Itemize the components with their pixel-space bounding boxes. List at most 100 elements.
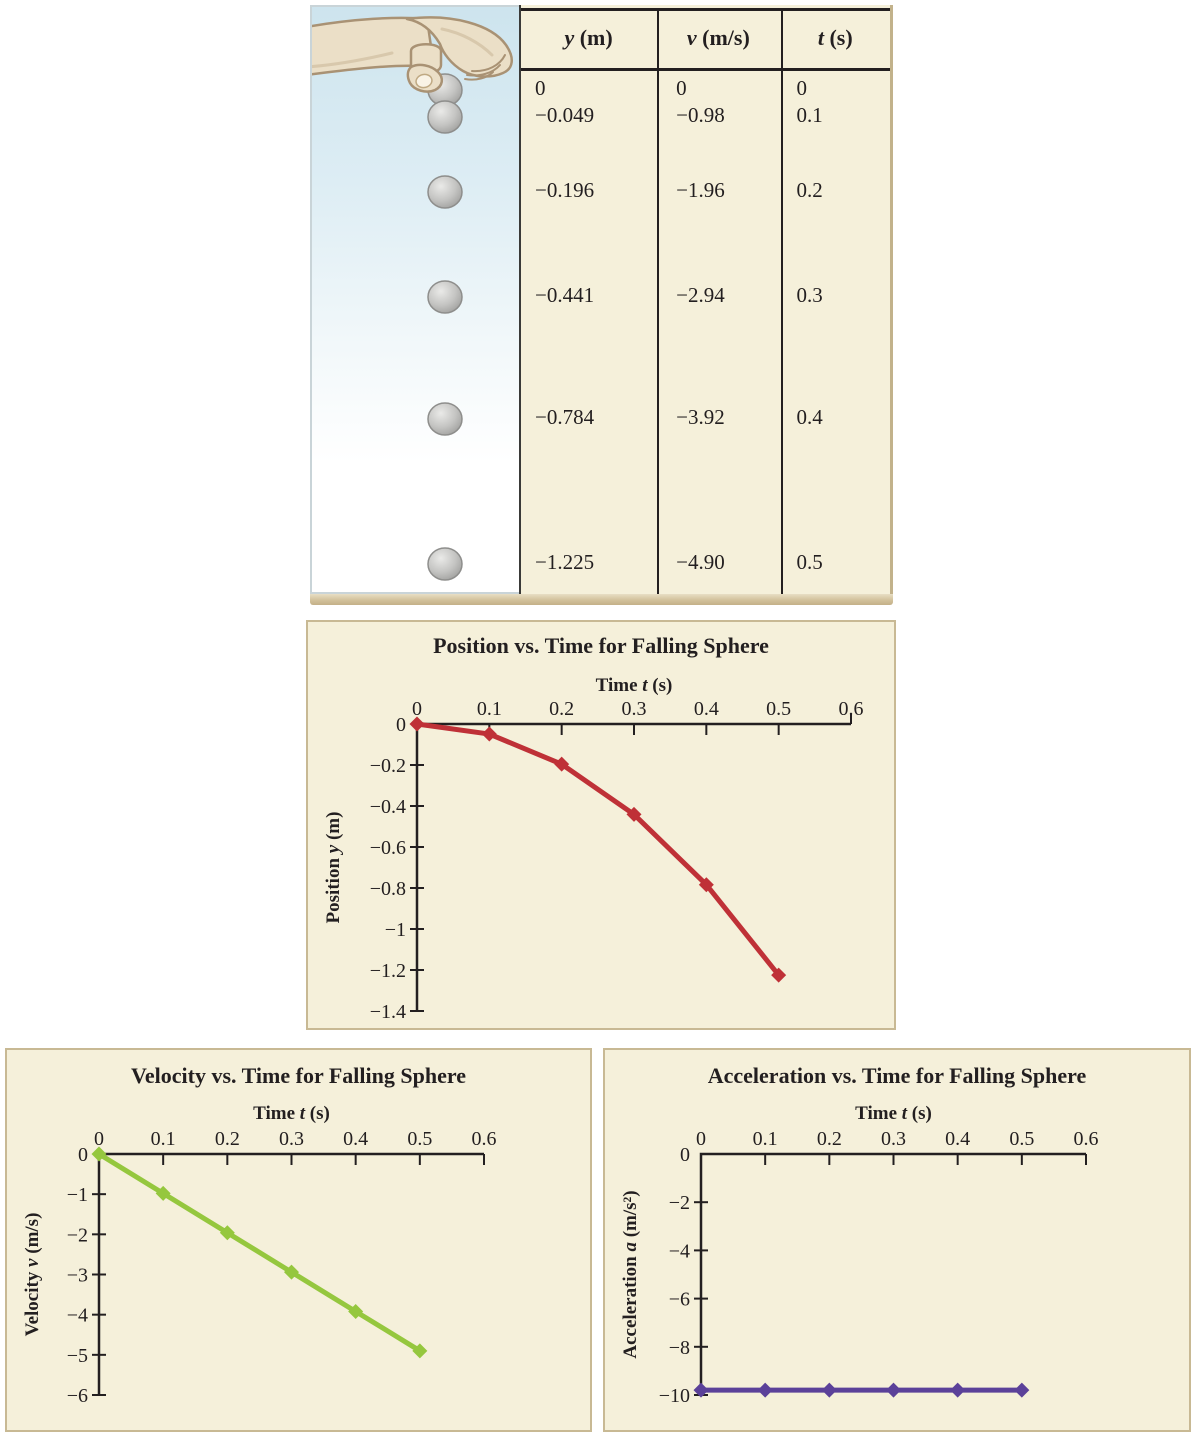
axes — [699, 1152, 1086, 1395]
x-tick-label: 0 — [696, 1128, 706, 1150]
header-symbol-t: t — [817, 25, 824, 50]
acceleration-chart-panel: Acceleration vs. Time for Falling Sphere… — [603, 1048, 1191, 1432]
falling-sphere — [427, 402, 463, 436]
data-point-marker — [409, 716, 425, 732]
table-row: −0.441 −2.94 0.3 — [521, 281, 890, 309]
top-block: y (m) v (m/s) t (s) 0 0 0 −0.049 −0.98 0.1 −0.… — [310, 5, 893, 594]
acceleration-vs-time-chart: Acceleration vs. Time for Falling Sphere… — [620, 1063, 1099, 1407]
y-tick-label: −0.6 — [370, 837, 406, 859]
table-header-y: y (m) — [521, 25, 656, 51]
x-tick-label: 0.1 — [151, 1128, 176, 1150]
falling-sphere — [427, 100, 463, 134]
hand-back — [405, 16, 513, 78]
header-unit-v: (m/s) — [702, 25, 750, 50]
y-tick-label: −0.8 — [370, 878, 406, 900]
data-point-marker — [284, 1264, 299, 1280]
table-row: −0.784 −3.92 0.4 — [521, 403, 890, 431]
x-tick-label: 0 — [412, 698, 422, 720]
table-cell: 0 — [796, 76, 807, 100]
table-cell: −3.92 — [676, 405, 725, 429]
table-cell: −1.225 — [535, 550, 595, 574]
table-divider-2 — [781, 8, 783, 594]
data-point-marker — [757, 1382, 773, 1398]
header-unit-y: (m) — [579, 25, 613, 50]
x-tick-label: 0.2 — [817, 1128, 842, 1150]
top-block-shadow — [310, 594, 893, 605]
y-axis-label: Velocity v (m/s) — [22, 1213, 43, 1337]
velocity-vs-time-chart: Velocity vs. Time for Falling Sphere Time… — [22, 1063, 497, 1407]
y-tick-label: 0 — [396, 714, 406, 736]
data-series-line — [414, 721, 782, 978]
y-tick-label: −1 — [67, 1184, 88, 1206]
data-point-marker — [348, 1303, 364, 1319]
x-tick-label: 0.3 — [881, 1128, 906, 1150]
x-tick-label: 0.1 — [753, 1128, 778, 1150]
data-point-marker — [412, 1343, 428, 1359]
y-axis-label: Position y (m) — [323, 812, 344, 924]
data-point-marker — [626, 806, 642, 822]
table-cell: −0.441 — [535, 283, 595, 307]
table-cell: 0.5 — [796, 550, 823, 574]
curled-finger-lines — [464, 54, 506, 81]
data-table: y (m) v (m/s) t (s) 0 0 0 −0.049 −0.98 0.1 −0.… — [519, 5, 893, 594]
y-tick-label: −10 — [659, 1385, 690, 1407]
data-point-marker — [155, 1185, 171, 1201]
data-point-marker — [481, 726, 497, 742]
position-chart-panel: Position vs. Time for Falling Sphere Time… — [306, 620, 896, 1030]
falling-sphere — [427, 280, 463, 314]
hand-foreground — [406, 43, 444, 93]
y-tick-label: −6 — [67, 1385, 88, 1407]
x-tick-label: 0.5 — [766, 698, 791, 720]
x-tick-label: 0.4 — [694, 698, 719, 720]
x-tick-label: 0.4 — [945, 1128, 970, 1150]
table-cell: 0.2 — [796, 178, 823, 202]
chart-title: Velocity vs. Time for Falling Sphere — [131, 1063, 466, 1088]
chart-title: Position vs. Time for Falling Sphere — [433, 633, 769, 658]
x-tick-label: 0.1 — [477, 698, 502, 720]
data-point-marker — [693, 1382, 709, 1398]
data-point-marker — [886, 1382, 901, 1398]
table-cell: 0.3 — [796, 283, 823, 307]
data-point-marker — [219, 1225, 235, 1241]
table-cell: −0.049 — [535, 103, 595, 127]
y-tick-label: −0.4 — [370, 796, 406, 818]
x-axis-label: Time t (s) — [596, 675, 673, 696]
y-tick-label: −1.4 — [370, 1001, 406, 1023]
table-header-t: t (s) — [780, 25, 890, 51]
y-tick-label: −4 — [669, 1240, 690, 1262]
y-tick-label: −1 — [385, 919, 406, 941]
y-tick-label: −5 — [67, 1345, 88, 1367]
y-tick-label: −3 — [67, 1265, 88, 1287]
header-symbol-y: y — [564, 25, 575, 50]
x-tick-label: 0.3 — [622, 698, 647, 720]
table-row: 0 0 0 — [521, 74, 890, 102]
x-tick-label: 0.5 — [1009, 1128, 1034, 1150]
chart-title: Acceleration vs. Time for Falling Sphere — [708, 1063, 1087, 1088]
header-unit-t: (s) — [829, 25, 853, 50]
table-cell: −0.196 — [535, 178, 595, 202]
table-cell: 0.4 — [796, 405, 823, 429]
hand-and-spheres-graphic — [312, 16, 513, 581]
falling-sphere — [427, 175, 463, 209]
x-tick-label: 0.6 — [472, 1128, 497, 1150]
skin-shading — [312, 27, 494, 69]
thumbnail — [415, 73, 433, 89]
falling-sphere-illustration — [310, 5, 519, 594]
table-header-rule — [521, 68, 890, 71]
table-cell: −4.90 — [676, 550, 725, 574]
x-tick-label: 0.3 — [279, 1128, 304, 1150]
data-point-marker — [771, 967, 787, 983]
x-tick-label: 0.6 — [839, 698, 864, 720]
x-tick-label: 0.4 — [343, 1128, 368, 1150]
table-cell: −0.784 — [535, 405, 595, 429]
table-cell: 0.1 — [796, 103, 823, 127]
table-row: −0.049 −0.98 0.1 — [521, 101, 890, 129]
table-row: −1.225 −4.90 0.5 — [521, 548, 890, 576]
table-top-rule — [521, 8, 890, 11]
x-tick-label: 0.5 — [407, 1128, 432, 1150]
falling-sphere — [427, 547, 463, 581]
x-tick-label: 0 — [94, 1128, 104, 1150]
table-cell: 0 — [535, 76, 546, 100]
y-tick-label: −2 — [67, 1224, 88, 1246]
y-tick-label: −4 — [67, 1305, 88, 1327]
